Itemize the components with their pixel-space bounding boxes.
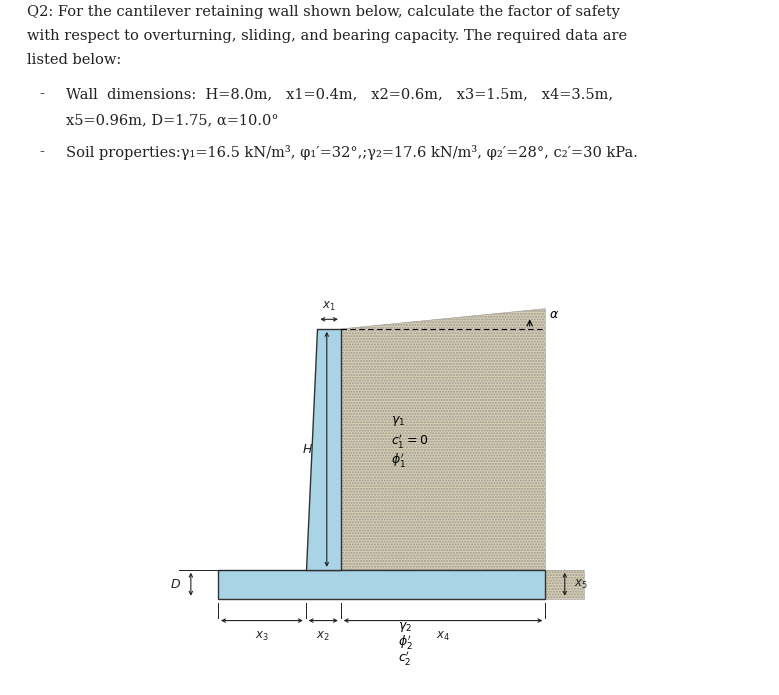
Text: -: - — [39, 145, 44, 159]
Text: $x_5$: $x_5$ — [574, 578, 588, 591]
Text: $\alpha$: $\alpha$ — [549, 308, 559, 321]
Text: Soil properties:γ₁=16.5 kN/m³, φ₁′=32°,;γ₂=17.6 kN/m³, φ₂′=28°, c₂′=30 kPa.: Soil properties:γ₁=16.5 kN/m³, φ₁′=32°,;… — [66, 145, 638, 161]
Text: $x_2$: $x_2$ — [316, 630, 330, 644]
Text: $\gamma_2$: $\gamma_2$ — [398, 620, 412, 634]
Polygon shape — [218, 570, 305, 598]
Polygon shape — [340, 309, 545, 570]
Text: $H$: $H$ — [301, 443, 313, 456]
Text: listed below:: listed below: — [27, 53, 122, 67]
Text: $\phi_2'$: $\phi_2'$ — [397, 633, 413, 651]
Polygon shape — [305, 329, 340, 570]
Text: $D$: $D$ — [171, 578, 182, 591]
Text: Wall  dimensions:  H=8.0m,   x1=0.4m,   x2=0.6m,   x3=1.5m,   x4=3.5m,: Wall dimensions: H=8.0m, x1=0.4m, x2=0.6… — [66, 87, 613, 101]
Text: -: - — [39, 87, 44, 101]
Polygon shape — [545, 570, 584, 598]
Text: $x_3$: $x_3$ — [255, 630, 269, 644]
Text: $c_1' = 0$: $c_1' = 0$ — [392, 432, 428, 450]
Text: Q2: For the cantilever retaining wall shown below, calculate the factor of safet: Q2: For the cantilever retaining wall sh… — [27, 6, 620, 19]
Text: $\gamma_1$: $\gamma_1$ — [392, 414, 406, 428]
Text: $x_1$: $x_1$ — [323, 300, 336, 313]
Text: $x_4$: $x_4$ — [436, 630, 450, 644]
Text: with respect to overturning, sliding, and bearing capacity. The required data ar: with respect to overturning, sliding, an… — [27, 29, 627, 43]
Polygon shape — [218, 570, 545, 598]
Text: $c_2'$: $c_2'$ — [398, 649, 412, 667]
Text: x5=0.96m, D=1.75, α=10.0°: x5=0.96m, D=1.75, α=10.0° — [66, 113, 279, 128]
Text: $\phi_1'$: $\phi_1'$ — [392, 451, 407, 469]
